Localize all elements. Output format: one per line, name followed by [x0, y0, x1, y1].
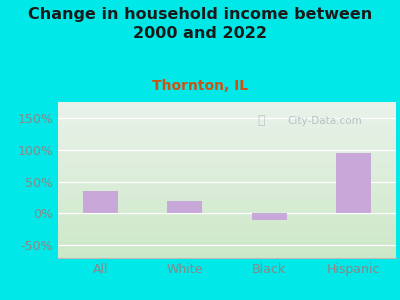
Bar	[252, 213, 287, 220]
Bar	[167, 201, 202, 213]
Text: ⧉: ⧉	[257, 114, 264, 127]
Text: City-Data.com: City-Data.com	[288, 116, 362, 126]
Bar	[82, 191, 118, 213]
Bar	[336, 153, 372, 213]
Text: Thornton, IL: Thornton, IL	[152, 80, 248, 94]
Text: Change in household income between
2000 and 2022: Change in household income between 2000 …	[28, 8, 372, 41]
